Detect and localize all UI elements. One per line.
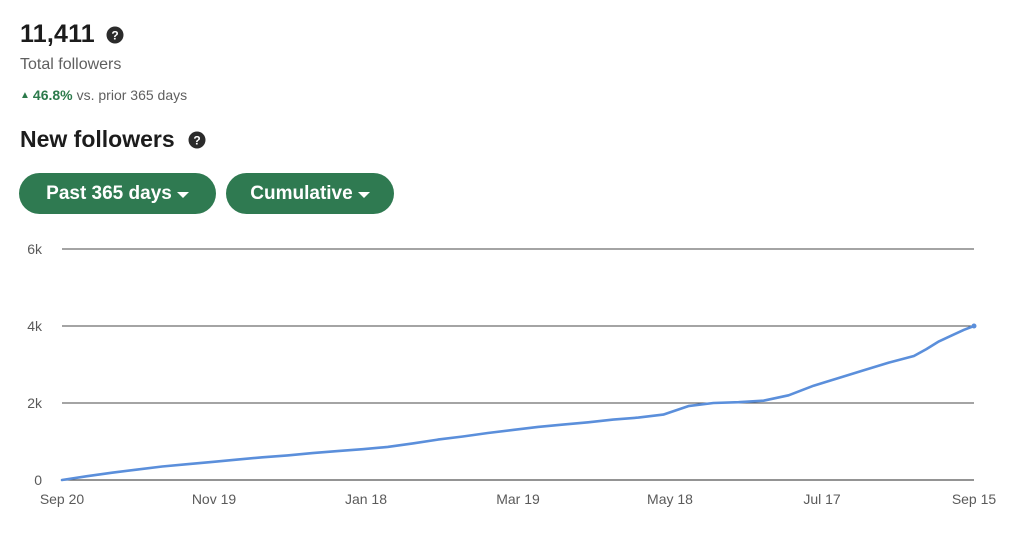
x-tick-label: Sep 15 bbox=[952, 491, 997, 507]
svg-text:?: ? bbox=[111, 28, 118, 42]
change-comparison-text: vs. prior 365 days bbox=[76, 87, 188, 103]
time-range-label: Past 365 days bbox=[46, 182, 172, 204]
x-tick-label: Nov 19 bbox=[192, 491, 237, 507]
svg-text:?: ? bbox=[193, 133, 200, 147]
x-tick-label: May 18 bbox=[647, 491, 693, 507]
display-mode-label: Cumulative bbox=[250, 182, 353, 204]
x-tick-label: Jul 17 bbox=[803, 491, 841, 507]
caret-down-icon bbox=[357, 191, 370, 198]
series-line bbox=[60, 324, 976, 482]
change-percent: 46.8% bbox=[32, 87, 73, 103]
caret-down-icon bbox=[176, 191, 189, 198]
x-tick-label: Sep 20 bbox=[40, 491, 85, 507]
section-title: New followers bbox=[20, 126, 175, 152]
x-tick-label: Jan 18 bbox=[345, 491, 387, 507]
followers-chart: 0 2k 4k 6k Sep 20 Nov 19 Jan 18 Mar 19 May 18 Jul… bbox=[27, 241, 997, 507]
total-followers-value: 11,411 bbox=[20, 20, 95, 48]
series-end-point bbox=[971, 323, 977, 329]
up-triangle-icon: ▲ bbox=[20, 89, 30, 101]
time-range-dropdown[interactable]: Past 365 days bbox=[19, 173, 216, 214]
display-mode-dropdown[interactable]: Cumulative bbox=[226, 173, 394, 214]
y-tick-label: 2k bbox=[27, 395, 43, 411]
section-header: New followers ? bbox=[20, 126, 206, 153]
y-tick-label: 6k bbox=[27, 241, 43, 257]
help-icon[interactable]: ? bbox=[188, 131, 206, 149]
change-indicator: ▲ 46.8% vs. prior 365 days bbox=[20, 87, 187, 103]
total-followers-row: 11,411 ? bbox=[20, 20, 124, 49]
help-icon[interactable]: ? bbox=[106, 26, 124, 44]
y-tick-label: 4k bbox=[27, 318, 43, 334]
x-tick-label: Mar 19 bbox=[496, 491, 540, 507]
total-followers-label: Total followers bbox=[20, 56, 122, 73]
y-tick-label: 0 bbox=[34, 472, 42, 488]
